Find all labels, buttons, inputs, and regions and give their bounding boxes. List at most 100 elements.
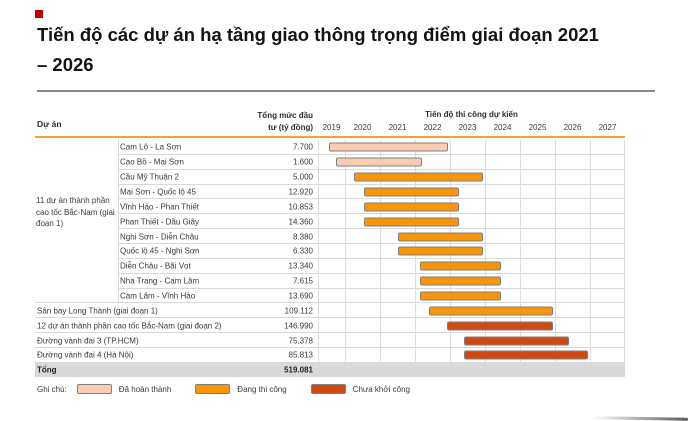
gantt-bar bbox=[429, 306, 554, 316]
table-row: Diễn Châu - Bãi Vọt 13.340 bbox=[35, 259, 625, 274]
investment-value: 1.600 bbox=[292, 157, 313, 167]
gantt-bar bbox=[446, 321, 554, 331]
table-row: Cam Lâm - Vĩnh Hảo 13.690 bbox=[35, 289, 625, 304]
year-label: 2025 bbox=[528, 123, 547, 132]
investment-value: 8.380 bbox=[292, 232, 313, 242]
legend-item-label: Đã hoàn thành bbox=[118, 384, 172, 394]
legend-swatch-icon bbox=[310, 384, 346, 394]
gantt-chart-cell bbox=[318, 289, 625, 304]
table-row: Cam Lộ - La Sơn 7.700 bbox=[35, 140, 625, 155]
investment-value: 5.000 bbox=[292, 172, 313, 182]
project-name: Sân bay Long Thành (giai đoạn 1) bbox=[37, 306, 158, 316]
row-divider bbox=[119, 168, 625, 170]
table-row: Mai Sơn - Quốc lộ 45 12.920 bbox=[35, 185, 625, 200]
investment-value: 10.853 bbox=[288, 202, 313, 212]
gantt-chart-cell bbox=[318, 199, 625, 214]
legend-item-label: Chưa khởi công bbox=[352, 384, 410, 394]
table-row: Phan Thiết - Dầu Giây 14.360 bbox=[35, 214, 625, 230]
investment-value: 12.920 bbox=[288, 187, 313, 197]
table-row: Vĩnh Hảo - Phan Thiết 10.853 bbox=[35, 199, 625, 215]
investment-value: 109.112 bbox=[284, 306, 313, 316]
project-name: Phan Thiết - Dầu Giây bbox=[120, 217, 200, 227]
year-label: 2023 bbox=[458, 123, 477, 132]
gantt-bar bbox=[464, 350, 589, 360]
year-axis: 2019 2020 2021 2022 2023 2024 2025 2026 2027 bbox=[318, 123, 625, 132]
gantt-bar bbox=[329, 142, 449, 152]
gantt-chart-cell bbox=[318, 229, 625, 244]
year-label: 2021 bbox=[388, 123, 407, 132]
gantt-chart-cell bbox=[318, 185, 625, 200]
row-divider bbox=[119, 153, 625, 155]
accent-square-icon bbox=[35, 10, 43, 18]
year-label: 2026 bbox=[563, 123, 582, 132]
total-row: Tổng 519.081 bbox=[35, 363, 625, 377]
table-row: Nghi Sơn - Diễn Châu 8.380 bbox=[35, 229, 625, 245]
table-row: Đường vành đai 4 (Hà Nội) 85.813 bbox=[35, 348, 625, 363]
project-name: Quốc lộ 45 - Nghi Sơn bbox=[120, 246, 200, 256]
page-title: Tiến độ các dự án hạ tầng giao thông trọ… bbox=[37, 24, 599, 75]
investment-value: 13.690 bbox=[288, 291, 313, 301]
table-row: Sân bay Long Thành (giai đoạn 1) 109.112 bbox=[35, 303, 625, 319]
row-divider bbox=[35, 317, 625, 319]
table-row: Cầu Mỹ Thuận 2 5.000 bbox=[35, 170, 625, 185]
gantt-bar bbox=[336, 157, 423, 167]
row-divider bbox=[35, 347, 625, 349]
gantt-bar bbox=[364, 202, 459, 212]
project-name: Đường vành đai 3 (TP.HCM) bbox=[37, 336, 139, 346]
row-divider bbox=[119, 228, 625, 230]
row-divider bbox=[119, 183, 625, 185]
investment-value: 7.700 bbox=[292, 142, 313, 152]
row-divider bbox=[35, 332, 625, 334]
slide-edge-shadow bbox=[591, 415, 689, 421]
table-row: Nha Trang - Cam Lâm 7.615 bbox=[35, 274, 625, 289]
table-row: Cao Bồ - Mai Sơn 1.600 bbox=[35, 155, 625, 170]
legend-item: Chưa khởi công bbox=[310, 384, 410, 394]
total-value: 519.081 bbox=[284, 365, 313, 375]
legend: Ghi chú: Đã hoàn thành Đang thi công Chư… bbox=[37, 384, 434, 394]
timeline-header: Tiến độ thi công dự kiến bbox=[425, 110, 518, 119]
year-label: 2022 bbox=[423, 123, 442, 132]
project-name: Nghi Sơn - Diễn Châu bbox=[120, 232, 199, 242]
year-label: 2019 bbox=[322, 123, 341, 132]
investment-value: 7.615 bbox=[292, 276, 313, 286]
project-name: Cam Lộ - La Sơn bbox=[120, 142, 182, 152]
table-row: Đường vành đai 3 (TP.HCM) 75.378 bbox=[35, 333, 625, 349]
row-divider bbox=[119, 198, 625, 200]
table-row: 12 dự án thành phần cao tốc Bắc-Nam (gia… bbox=[35, 318, 625, 334]
gantt-rows: 11 dự án thành phần cao tốc Bắc-Nam (gia… bbox=[35, 140, 625, 363]
gantt-chart-cell bbox=[318, 274, 625, 289]
gantt-chart-cell bbox=[318, 333, 625, 348]
gantt-chart-cell bbox=[318, 170, 625, 185]
year-label: 2020 bbox=[353, 123, 372, 132]
total-label: Tổng bbox=[37, 365, 57, 375]
investment-value: 75.378 bbox=[288, 336, 313, 346]
legend-swatch-icon bbox=[76, 384, 112, 394]
gantt-bar bbox=[364, 217, 459, 227]
row-divider bbox=[119, 287, 625, 289]
gantt-chart-cell bbox=[318, 259, 625, 274]
row-divider bbox=[119, 213, 625, 215]
legend-swatch-icon bbox=[195, 384, 231, 394]
row-divider bbox=[119, 272, 625, 274]
gantt-bar bbox=[364, 187, 459, 197]
gantt-bar bbox=[420, 276, 501, 286]
project-name: Cầu Mỹ Thuận 2 bbox=[120, 172, 179, 182]
investment-value: 14.360 bbox=[288, 217, 313, 227]
gantt-chart-cell bbox=[318, 303, 625, 318]
gantt-table: Dự án Tổng mức đầu tư (tỷ đồng) Tiến độ … bbox=[35, 108, 625, 377]
gantt-bar bbox=[397, 232, 484, 242]
project-name: 12 dự án thành phần cao tốc Bắc-Nam (gia… bbox=[37, 321, 222, 331]
row-divider bbox=[119, 243, 625, 245]
title-divider bbox=[37, 90, 655, 92]
investment-value: 6.330 bbox=[292, 246, 313, 256]
legend-item-label: Đang thi công bbox=[237, 384, 287, 394]
project-name: Mai Sơn - Quốc lộ 45 bbox=[120, 187, 196, 197]
legend-item: Đã hoàn thành bbox=[76, 384, 172, 394]
project-name: Nha Trang - Cam Lâm bbox=[120, 276, 200, 286]
gantt-chart-cell bbox=[318, 348, 625, 363]
gantt-chart-cell bbox=[318, 214, 625, 229]
table-row: Quốc lộ 45 - Nghi Sơn 6.330 bbox=[35, 244, 625, 259]
gantt-bar bbox=[397, 246, 484, 256]
table-header: Dự án Tổng mức đầu tư (tỷ đồng) Tiến độ … bbox=[35, 108, 625, 138]
